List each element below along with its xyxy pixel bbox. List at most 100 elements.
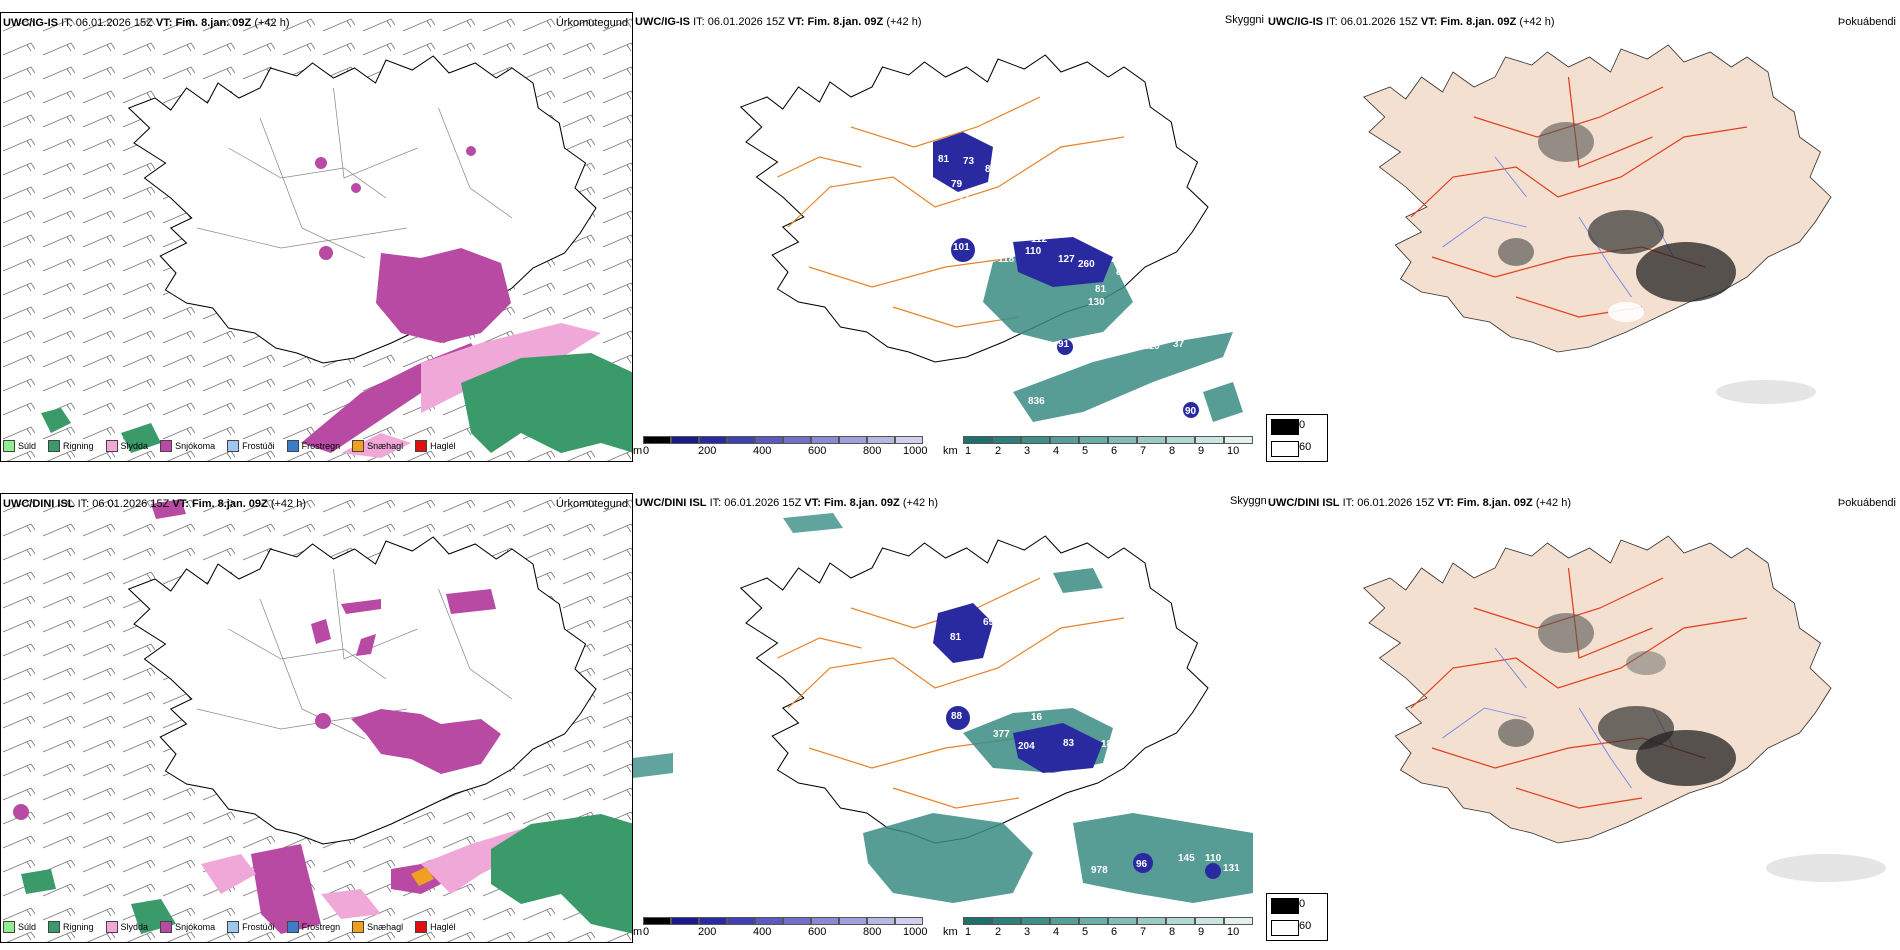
snow-area: [13, 499, 501, 934]
legend-item: Haglél: [415, 921, 456, 933]
header-row2-vis: UWC/DINI ISL IT: 06.01.2026 15Z VT: Fim.…: [635, 497, 938, 509]
ceiling-label: 210: [1143, 341, 1160, 352]
legend-item: Snjókoma: [160, 440, 215, 452]
precip-panel-row2: UWC/DINI ISL IT: 06.01.2026 15Z VT: Fim.…: [0, 493, 633, 943]
ceiling-area: [933, 132, 1199, 418]
ceiling-label: 73: [963, 156, 975, 167]
fog-title: Þokuábendi: [1837, 497, 1896, 509]
ceiling-label: 37: [1173, 339, 1185, 350]
ceiling-area: [933, 603, 1221, 879]
legend-item: Frostregn: [286, 921, 340, 933]
header-row1-fog: UWC/IG-IS IT: 06.01.2026 15Z VT: Fim. 8.…: [1268, 16, 1555, 28]
header-row2-fog: UWC/DINI ISL IT: 06.01.2026 15Z VT: Fim.…: [1268, 497, 1571, 509]
vis-low-area-top: [633, 513, 843, 778]
ceiling-label: 91: [1058, 339, 1070, 350]
ceiling-label: 131: [1223, 863, 1240, 874]
fog-legend-row2: 0 60: [1266, 893, 1328, 941]
ceiling-label: 86: [1108, 707, 1120, 718]
ceiling-label: 260: [1078, 259, 1095, 270]
header-row2-precip: UWC/DINI ISL IT: 06.01.2026 15Z VT: Fim.…: [3, 498, 306, 510]
ceiling-label: 86: [1051, 619, 1063, 630]
legend-item: Slydda: [105, 440, 148, 452]
legend-item: Frostúði: [227, 921, 275, 933]
ceiling-label: 145: [1178, 853, 1195, 864]
fog-map-row2: [1363, 535, 1886, 882]
ceiling-label: 88: [951, 711, 963, 722]
legend-item: Slydda: [105, 921, 148, 933]
ceiling-label: 204: [1018, 741, 1035, 752]
fog-shading: [1498, 122, 1816, 404]
legend-swatch: [105, 440, 118, 452]
legend-swatch: [286, 440, 299, 452]
visibility-colorbar: km 1 2 3 4 5 6 7 8 9 10: [943, 436, 1253, 457]
fog-shading: [1498, 613, 1886, 882]
ceiling-label: 63: [1233, 419, 1245, 430]
vt-value: Fim. 8.jan. 09Z: [175, 17, 252, 29]
ceiling-label: 127: [1058, 254, 1075, 265]
it-label: IT:: [61, 17, 73, 29]
ceiling-label: 69: [983, 617, 995, 628]
ceiling-label: 79: [951, 179, 963, 190]
legend-swatch: [160, 440, 173, 452]
legend-item: Rigning: [48, 921, 94, 933]
legend-item: Frostregn: [286, 440, 340, 452]
cloud-base-colorbar: m 0 200 400 600 800 1000: [633, 917, 943, 938]
legend-item: Súld: [3, 440, 36, 452]
legend-swatch: [415, 440, 428, 452]
ceiling-label: 83: [1063, 738, 1075, 749]
legend-item: Snæhagl: [352, 440, 403, 452]
ceiling-label: 111: [1119, 744, 1135, 755]
ceiling-label: 495: [1094, 623, 1111, 634]
ceiling-label: 88: [985, 164, 997, 175]
legend-item: Snjókoma: [160, 921, 215, 933]
fog-title: Þokuábendi: [1837, 16, 1896, 28]
visibility-map-row2: 88 81 69 86 10 16 377 204 83 86 183 111 …: [633, 513, 1253, 903]
precip-panel-row1: UWC/IG-IS IT: 06.01.2026 15Z VT: Fim. 8.…: [0, 12, 633, 462]
ceiling-label: 978: [1091, 865, 1108, 876]
legend-swatch: [352, 440, 365, 452]
ceiling-label: 81: [1095, 284, 1107, 295]
ceiling-label: 77: [959, 192, 971, 203]
precip-title: Úrkomutegund: [555, 498, 628, 510]
vt-label: VT:: [155, 17, 173, 29]
visibility-colorbar: km 1 2 3 4 5 6 7 8 9 10: [943, 917, 1253, 938]
fog-map-row1: [1363, 44, 1832, 404]
ceiling-label: 90: [1185, 406, 1197, 417]
cloud-base-colorbar: m 0 200 400 600 800 1000: [633, 436, 943, 457]
ceiling-label: 81: [950, 632, 962, 643]
legend-item: Frostúði: [227, 440, 275, 452]
legend-item: Rigning: [48, 440, 94, 452]
precip-map-row1: [1, 13, 632, 461]
legend-item: Haglél: [415, 440, 456, 452]
ceiling-label: 16: [1031, 712, 1043, 723]
precip-legend: Súld Rigning Slydda Snjókoma Frostúði Fr…: [3, 917, 462, 937]
ceiling-label: 183: [1101, 739, 1118, 750]
precip-legend: Súld Rigning Slydda Snjókoma Frostúði Fr…: [3, 436, 462, 456]
model-name: UWC/IG-IS: [3, 17, 58, 29]
ceiling-label: 836: [1028, 396, 1045, 407]
ceiling-label: 10: [1058, 656, 1070, 667]
header-row1-precip: UWC/IG-IS IT: 06.01.2026 15Z VT: Fim. 8.…: [3, 17, 290, 29]
ceiling-label: 101: [953, 242, 970, 253]
legend-swatch: [3, 440, 15, 452]
ceiling-label: 85: [1116, 267, 1128, 278]
legend-swatch: [48, 440, 61, 452]
ceiling-label: 377: [993, 729, 1010, 740]
ceiling-label: 110: [1025, 246, 1042, 257]
fog-panel-row2: UWC/DINI ISL IT: 06.01.2026 15Z VT: Fim.…: [1266, 493, 1900, 893]
fog-legend-row1: 0 60: [1266, 414, 1328, 462]
ceiling-label: 440: [1089, 607, 1106, 618]
ceiling-label: 81: [938, 154, 950, 165]
ceiling-label: 12: [1141, 249, 1153, 260]
ceiling-label: 112: [1031, 234, 1048, 245]
it-value: 06.01.2026 15Z: [75, 17, 153, 29]
ceiling-label: 110: [1205, 853, 1222, 864]
visibility-title: Skyggni: [1224, 14, 1264, 26]
visibility-map-row1: 81 73 88 79 77 101 118 110 112 127 260 8…: [740, 54, 1245, 430]
precip-map-row2: [1, 494, 632, 942]
visibility-panel-row1: 81 73 88 79 77 101 118 110 112 127 260 8…: [633, 12, 1266, 462]
legend-item: Snæhagl: [352, 921, 403, 933]
header-row1-vis: UWC/IG-IS IT: 06.01.2026 15Z VT: Fim. 8.…: [635, 16, 922, 28]
visibility-panel-row2: 88 81 69 86 10 16 377 204 83 86 183 111 …: [633, 493, 1266, 943]
snow-pellet-area: [411, 867, 434, 886]
